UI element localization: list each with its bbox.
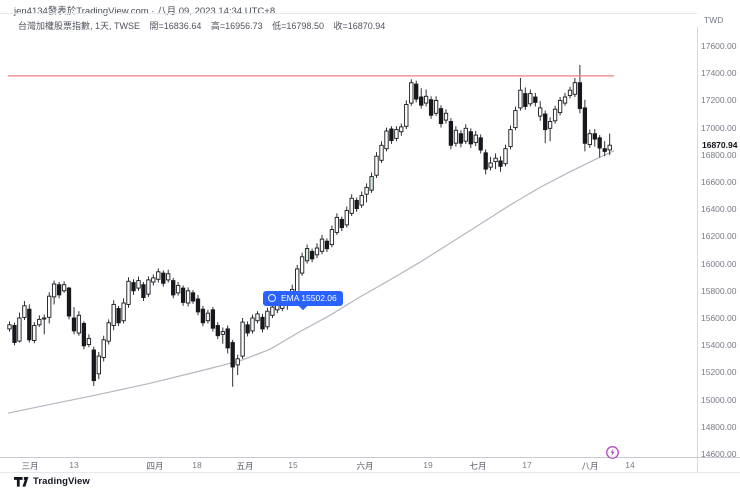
last-price-label: 16870.94 <box>700 140 740 151</box>
brand-name: TradingView <box>33 476 90 487</box>
price-axis-label: 17600.00 <box>701 41 737 51</box>
time-axis-label: 14 <box>625 460 635 470</box>
tradingview-logo-icon <box>14 476 29 487</box>
price-axis-border <box>697 27 698 472</box>
time-axis-label: 八月 <box>581 461 599 471</box>
time-axis-label: 五月 <box>236 461 254 471</box>
time-axis-label: 三月 <box>21 461 39 471</box>
time-axis-label: 17 <box>522 460 532 470</box>
header-divider <box>0 13 697 14</box>
symbol-legend: 台灣加權股票指數, 1天, TWSE 開=16836.64 高=16956.73… <box>18 19 392 32</box>
tradingview-attribution[interactable]: TradingView <box>14 476 90 487</box>
footer-divider <box>0 472 740 473</box>
price-axis-label: 15200.00 <box>701 367 737 378</box>
price-axis-label: 14600.00 <box>701 449 737 459</box>
candles <box>7 65 612 387</box>
currency-label: TWD <box>704 15 724 25</box>
price-axis-label: 16400.00 <box>701 204 737 215</box>
flash-marker-button[interactable] <box>605 445 620 460</box>
price-axis-label: 16200.00 <box>701 231 737 242</box>
time-axis-label: 18 <box>192 460 202 470</box>
cursor-point-icon <box>268 294 276 302</box>
time-axis-border <box>0 457 740 458</box>
price-axis-label: 15400.00 <box>701 340 737 351</box>
time-axis-label: 13 <box>69 460 79 470</box>
time-axis-label: 19 <box>423 460 433 470</box>
price-axis-label: 17000.00 <box>701 122 737 133</box>
price-axis-label: 15600.00 <box>701 313 737 323</box>
lightning-icon <box>606 446 619 459</box>
price-axis-label: 17200.00 <box>701 95 737 106</box>
ohlc-open: 開=16836.64 <box>149 21 202 31</box>
time-axis-label: 六月 <box>356 461 374 471</box>
price-axis-label: 17400.00 <box>701 68 737 79</box>
price-axis-label: 15000.00 <box>701 394 737 405</box>
time-axis-label: 七月 <box>469 461 487 471</box>
price-axis-label: 16600.00 <box>701 177 737 187</box>
ema-line[interactable] <box>7 150 615 414</box>
publish-info: jen4134發表於TradingView.com · 八月 09, 2023 … <box>14 6 276 17</box>
price-axis-label: 15800.00 <box>701 285 737 296</box>
price-axis-label: 14800.00 <box>701 421 737 432</box>
ohlc-close: 收=16870.94 <box>333 21 386 31</box>
ohlc-low: 低=16798.50 <box>272 21 324 31</box>
symbol-title[interactable]: 台灣加權股票指數, 1天, TWSE <box>18 21 141 31</box>
ohlc-high: 高=16956.73 <box>210 21 263 31</box>
time-axis-label: 15 <box>288 460 298 470</box>
price-axis-label: 16800.00 <box>701 149 737 160</box>
time-axis-label: 四月 <box>146 461 164 471</box>
price-axis-label: 16000.00 <box>701 258 737 269</box>
ema-value-badge[interactable]: EMA 15502.06 <box>263 291 343 311</box>
ema-badge-label: EMA 15502.06 <box>281 293 337 303</box>
